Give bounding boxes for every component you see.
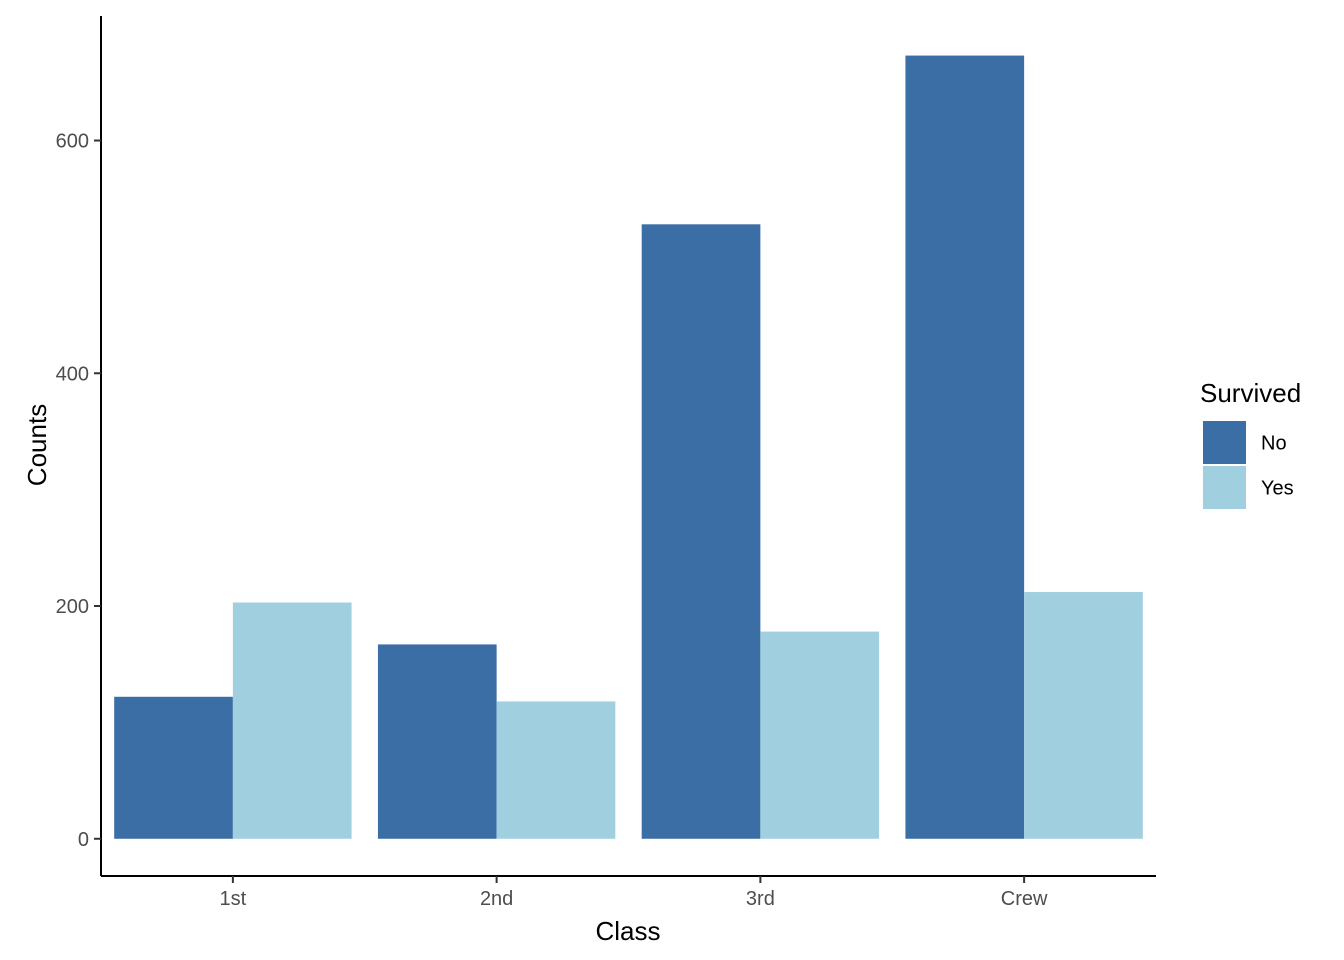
legend: Survived No Yes — [1200, 378, 1301, 509]
x-axis-title: Class — [595, 916, 660, 946]
x-axis: 1st 2nd 3rd Crew — [101, 875, 1156, 910]
bar-crew-yes — [1024, 592, 1143, 839]
bar-1st-no — [114, 696, 233, 839]
y-tick-label: 400 — [56, 363, 89, 385]
x-tick-label: 3rd — [746, 888, 775, 910]
legend-key-no — [1203, 421, 1246, 464]
y-tick-label: 0 — [78, 829, 89, 851]
legend-title: Survived — [1200, 378, 1301, 408]
x-tick-label: 1st — [220, 888, 247, 910]
bar-2nd-no — [377, 644, 497, 839]
y-tick-label: 600 — [56, 131, 89, 153]
y-tick-label: 200 — [56, 596, 89, 618]
bar-2nd-yes — [496, 701, 616, 839]
bar-1st-yes — [232, 602, 352, 839]
x-tick-label: 2nd — [480, 888, 513, 910]
x-tick-label: Crew — [1001, 888, 1048, 910]
legend-label-no: No — [1261, 433, 1287, 455]
legend-label-yes: Yes — [1261, 478, 1294, 500]
bars — [114, 55, 1143, 839]
bar-3rd-no — [641, 224, 761, 839]
bar-3rd-yes — [760, 631, 880, 839]
y-axis: 0 200 400 600 — [56, 16, 102, 876]
legend-key-yes — [1203, 466, 1246, 509]
bar-crew-no — [905, 55, 1025, 839]
y-axis-title: Counts — [22, 404, 52, 486]
